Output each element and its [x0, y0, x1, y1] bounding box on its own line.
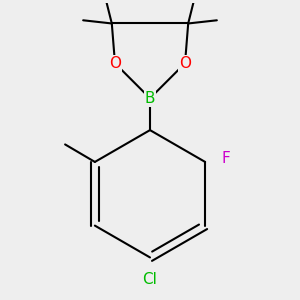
Text: B: B [145, 91, 155, 106]
Text: O: O [109, 56, 121, 71]
Text: Cl: Cl [142, 272, 158, 287]
Text: F: F [221, 151, 230, 166]
Text: O: O [179, 56, 191, 71]
